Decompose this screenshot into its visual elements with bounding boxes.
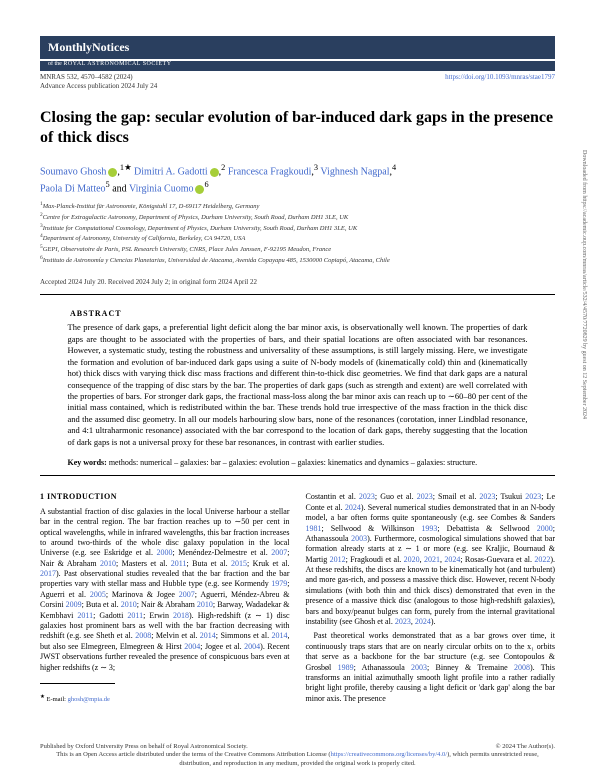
- page-footer: Published by Oxford University Press on …: [40, 737, 555, 768]
- author-4[interactable]: Vighnesh Nagpal: [320, 166, 389, 177]
- journal-society-band: of the ROYAL ASTRONOMICAL SOCIETY: [40, 61, 555, 71]
- publisher-line: Published by Oxford University Press on …: [40, 743, 248, 751]
- divider: [40, 294, 555, 295]
- body-text: Past theoretical works demonstrated that…: [306, 631, 556, 704]
- abstract-heading: ABSTRACT: [70, 309, 555, 318]
- advance-access: Advance Access publication 2024 July 24: [40, 82, 555, 90]
- orcid-icon[interactable]: [210, 168, 219, 177]
- affiliations: 1Max-Planck-Institut für Astronomie, Kön…: [40, 201, 555, 267]
- body-text: A substantial fraction of disc galaxies …: [40, 507, 290, 673]
- author-6[interactable]: Virginia Cuomo: [129, 184, 194, 195]
- column-left: 1 INTRODUCTION A substantial fraction of…: [40, 492, 290, 704]
- manuscript-dates: Accepted 2024 July 20. Received 2024 Jul…: [40, 278, 555, 286]
- journal-name: MonthlyNotices: [48, 40, 129, 55]
- citation: MNRAS 532, 4570–4582 (2024): [40, 73, 133, 81]
- abstract-text: The presence of dark gaps, a preferentia…: [68, 322, 528, 448]
- corresponding-footnote: ★ E-mail: ghosh@mpia.de: [40, 694, 290, 705]
- divider: [40, 475, 555, 476]
- section-heading: 1 INTRODUCTION: [40, 492, 290, 502]
- license-link[interactable]: https://creativecommons.org/licenses/by/…: [331, 751, 448, 758]
- doi-link[interactable]: https://doi.org/10.1093/mnras/stae1797: [445, 73, 555, 81]
- author-1[interactable]: Soumavo Ghosh: [40, 166, 106, 177]
- author-2[interactable]: Dimitri A. Gadotti: [134, 166, 208, 177]
- column-right: Costantin et al. 2023; Guo et al. 2023; …: [306, 492, 556, 704]
- author-list: Soumavo Ghosh,1★ Dimitri A. Gadotti,2 Fr…: [40, 162, 555, 197]
- download-sidebar: Downloaded from https://academic.oup.com…: [581, 150, 587, 650]
- copyright-line: © 2024 The Author(s).: [496, 743, 555, 751]
- body-text: Costantin et al. 2023; Guo et al. 2023; …: [306, 492, 556, 627]
- journal-banner: MonthlyNotices: [40, 36, 555, 59]
- email-link[interactable]: ghosh@mpia.de: [68, 696, 110, 703]
- author-5[interactable]: Paola Di Matteo: [40, 184, 106, 195]
- paper-title: Closing the gap: secular evolution of ba…: [40, 108, 555, 148]
- author-3[interactable]: Francesca Fragkoudi: [228, 166, 312, 177]
- keywords: Key words: methods: numerical – galaxies…: [68, 458, 528, 467]
